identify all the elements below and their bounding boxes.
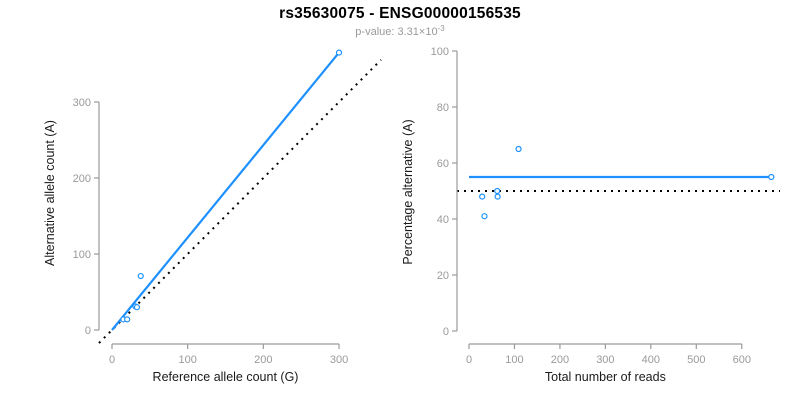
- x-tick-label: 100: [505, 354, 523, 366]
- y-tick-label: 200: [73, 173, 91, 185]
- data-point: [494, 193, 501, 200]
- y-tick-label: 60: [437, 158, 449, 170]
- y-tick-label: 300: [73, 97, 91, 109]
- p-value-label: p-value: 3.31×10-3: [0, 24, 800, 38]
- x-tick-label: 100: [178, 354, 196, 366]
- x-tick-label: 300: [330, 354, 348, 366]
- x-tick-label: 300: [596, 354, 614, 366]
- x-tick-label: 500: [687, 354, 705, 366]
- y-tick-label: 0: [443, 326, 449, 338]
- y-axis-title: Percentage alternative (A): [401, 119, 415, 264]
- fit-line: [111, 51, 340, 331]
- data-point: [479, 193, 486, 200]
- y-axis-title: Alternative allele count (A): [43, 120, 57, 266]
- data-point: [494, 187, 501, 195]
- identity-line: [98, 59, 382, 344]
- x-tick-label: 200: [254, 354, 272, 366]
- y-tick-label: 40: [437, 214, 449, 226]
- data-point: [137, 272, 144, 280]
- x-tick-label: 600: [733, 354, 751, 366]
- percentage-chart: 0 100 200 300 400 500 600 0 20 40 60 80 100 Total num…: [401, 46, 780, 384]
- x-tick-label: 0: [466, 354, 472, 366]
- p-value-text: p-value: 3.31×10: [355, 26, 438, 38]
- x-axis-title: Total number of reads: [545, 370, 666, 384]
- y-tick-label: 20: [437, 270, 449, 282]
- y-tick-label: 0: [85, 325, 91, 337]
- y-tick-label: 100: [73, 249, 91, 261]
- x-tick-label: 200: [551, 354, 569, 366]
- x-tick-label: 0: [109, 354, 115, 366]
- data-point: [515, 145, 522, 153]
- data-point: [133, 304, 141, 311]
- y-tick-label: 80: [437, 102, 449, 114]
- y-tick-label: 100: [431, 46, 449, 58]
- data-point: [768, 173, 775, 181]
- page-title: rs35630075 - ENSG00000156535: [279, 5, 521, 22]
- x-tick-label: 400: [642, 354, 660, 366]
- x-axis-title: Reference allele count (G): [153, 370, 299, 384]
- data-point: [481, 213, 488, 220]
- p-value-exponent: -3: [437, 24, 445, 33]
- allele-count-chart: 0 100 200 300 0 100 200 300 Reference allele cou…: [43, 49, 382, 384]
- data-point: [335, 49, 343, 56]
- data-point: [124, 316, 131, 323]
